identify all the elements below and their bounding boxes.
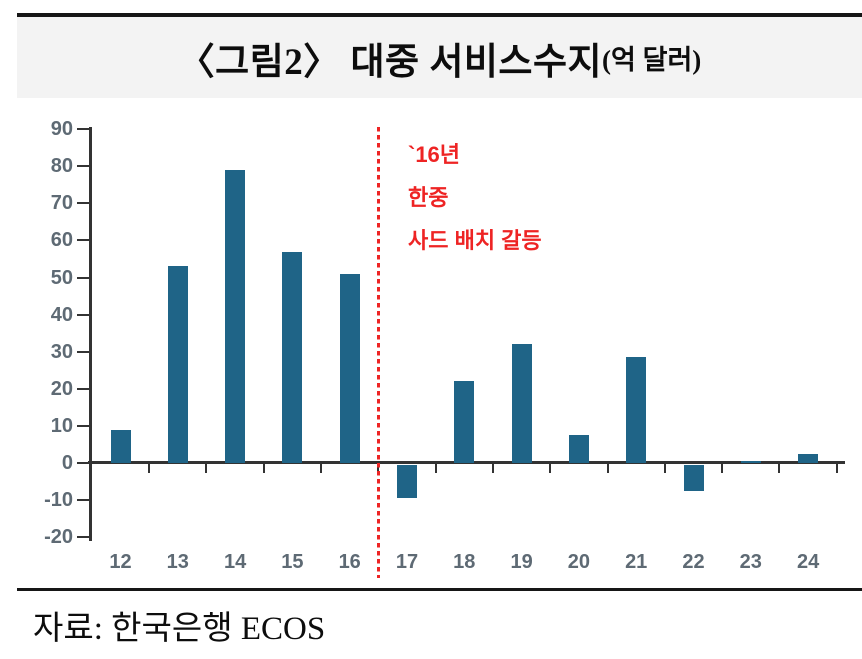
bar-22 (683, 465, 704, 491)
x-tick (835, 464, 838, 473)
x-axis-label-13: 13 (166, 551, 189, 573)
annotation-line-3: 사드 배치 갈등 (408, 228, 542, 253)
y-tick-label: -20 (44, 526, 73, 549)
y-tick (77, 276, 89, 279)
x-tick (778, 464, 781, 473)
x-axis-label-21: 21 (625, 551, 648, 573)
x-tick (148, 464, 151, 473)
x-tick (491, 464, 494, 473)
x-tick (606, 464, 609, 473)
title-band: 〈그림2〉 대중 서비스수지 (억 달러) (17, 17, 862, 98)
bar-19 (511, 344, 532, 463)
x-axis-label-23: 23 (739, 551, 762, 573)
y-tick (77, 128, 89, 131)
y-tick (77, 202, 89, 205)
y-tick (77, 239, 89, 242)
y-tick-label: 0 (61, 452, 73, 474)
chart-title-unit: (억 달러) (602, 45, 702, 75)
bar-18 (454, 381, 475, 463)
x-axis-label-22: 22 (682, 551, 705, 573)
y-tick-label: 10 (50, 414, 73, 437)
bar-24 (798, 453, 819, 463)
x-axis-label-15: 15 (281, 551, 304, 573)
x-axis-label-14: 14 (223, 551, 247, 573)
x-axis-label-20: 20 (567, 551, 591, 573)
bar-23 (740, 461, 761, 463)
bar-20 (568, 435, 589, 463)
y-tick (77, 313, 89, 316)
x-tick (721, 464, 724, 473)
y-tick-label: 70 (50, 192, 73, 215)
bar-21 (626, 357, 647, 463)
x-tick (434, 464, 437, 473)
y-tick (77, 387, 89, 390)
x-tick (205, 464, 208, 473)
ref-dashed-line (376, 127, 380, 578)
bar-16 (339, 273, 360, 463)
x-axis-label-24: 24 (796, 551, 820, 573)
y-tick (77, 462, 89, 464)
top-divider-line (17, 13, 862, 17)
y-tick (77, 350, 89, 353)
x-axis-label-19: 19 (510, 551, 533, 573)
x-axis-label-12: 12 (109, 551, 132, 573)
source-caption: 자료: 한국은행 ECOS (33, 611, 326, 647)
x-tick (549, 464, 552, 473)
bar-15 (282, 251, 303, 463)
y-tick-label: 30 (50, 340, 73, 363)
x-tick (262, 464, 265, 473)
bar-13 (167, 266, 188, 463)
x-tick (320, 464, 323, 473)
y-tick (77, 165, 89, 168)
x-axis-label-18: 18 (453, 551, 476, 573)
thaad-annotation: `16년 한중 사드 배치 갈등 (408, 133, 542, 262)
y-tick (77, 424, 89, 427)
x-tick (663, 464, 666, 473)
y-tick-label: 60 (50, 229, 73, 252)
y-tick-label: 80 (50, 155, 73, 178)
y-axis-line (89, 127, 92, 542)
x-axis-label-17: 17 (395, 551, 419, 573)
y-tick-label: 50 (50, 266, 73, 289)
chart-title: 〈그림2〉 대중 서비스수지 (177, 41, 603, 83)
bar-12 (110, 429, 131, 463)
bar-14 (225, 169, 246, 463)
annotation-line-2: 한중 (408, 185, 449, 210)
y-tick-label: 20 (50, 377, 73, 400)
y-tick-label: 90 (50, 118, 73, 141)
bottom-divider-line (17, 588, 862, 591)
x-axis-label-16: 16 (338, 551, 361, 573)
y-tick-label: 40 (50, 303, 73, 326)
y-tick (77, 499, 89, 502)
y-tick-label: -10 (44, 489, 73, 512)
annotation-line-1: `16년 (408, 142, 461, 167)
bar-17 (397, 465, 417, 499)
y-tick (77, 536, 89, 539)
